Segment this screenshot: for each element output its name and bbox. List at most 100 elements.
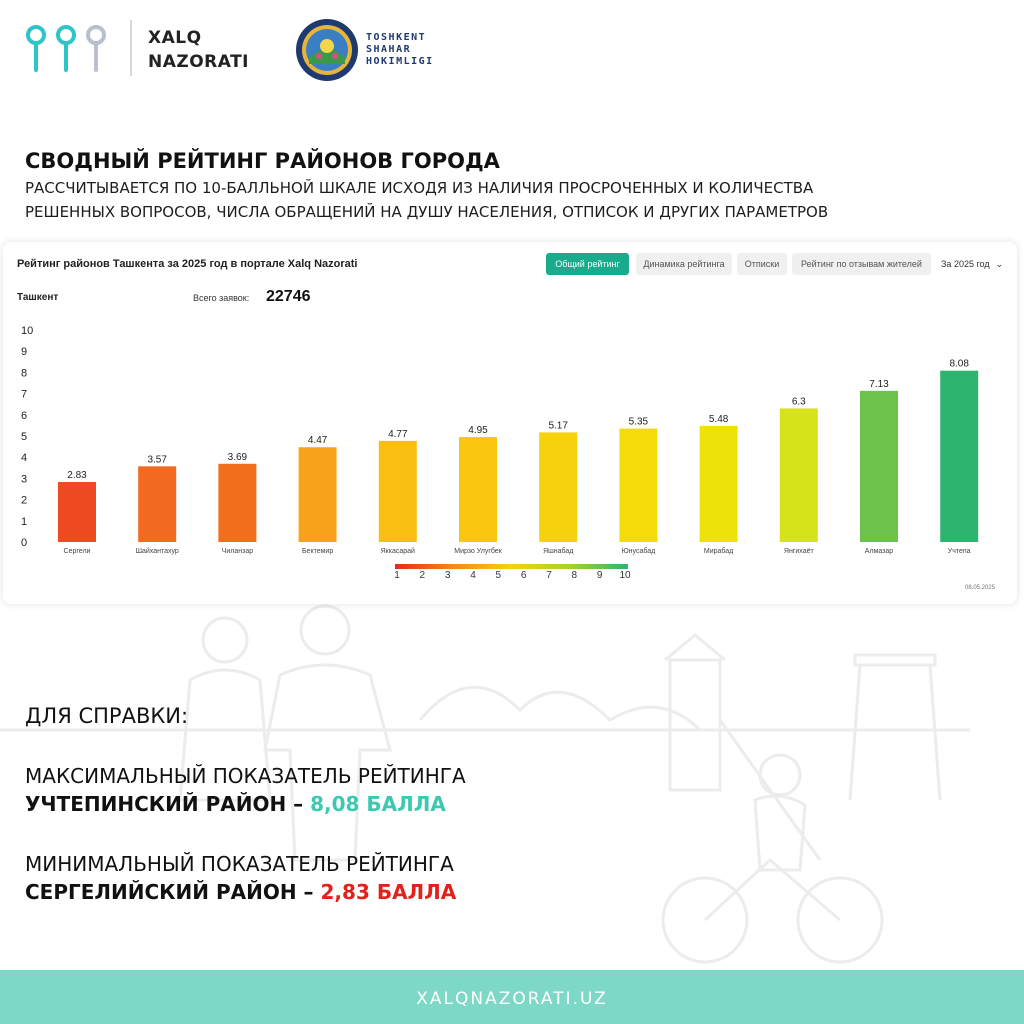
scale-legend-label: 7: [546, 570, 552, 581]
scale-legend-label: 3: [445, 570, 451, 581]
y-tick-label: 4: [21, 452, 27, 464]
brand-name: XALQ NAZORATI: [148, 26, 249, 74]
bars: [58, 370, 979, 542]
bar[interactable]: [699, 425, 738, 542]
page-subtitle: РАССЧИТЫВАЕТСЯ ПО 10-БАЛЛЬНОЙ ШКАЛЕ ИСХО…: [25, 176, 1005, 224]
x-tick-label: Учтепа: [948, 548, 971, 555]
bar-value-label: 5.17: [548, 420, 568, 431]
scale-legend-label: 5: [496, 570, 502, 581]
x-tick-label: Юнусабад: [622, 547, 656, 555]
y-tick-label: 6: [21, 410, 27, 422]
header: XALQ NAZORATI TOSHKENT SHAHAR HOKIMLIGI: [0, 0, 1024, 110]
tab-overall-rating[interactable]: Общий рейтинг: [546, 253, 629, 275]
bar-value-label: 7.13: [869, 379, 889, 390]
bar-value-label: 5.48: [709, 414, 729, 425]
bar-value-label: 8.08: [949, 359, 969, 370]
scale-legend-labels: 1 2 3 4 5 6 7 8 9 10: [394, 570, 631, 581]
bar-value-label: 4.77: [388, 429, 408, 440]
y-tick-label: 8: [21, 367, 27, 379]
y-tick-label: 1: [21, 516, 27, 528]
bar-value-label: 6.3: [792, 396, 806, 407]
footer-url[interactable]: XALQNAZORATI.UZ: [416, 989, 608, 1009]
bar[interactable]: [58, 482, 96, 542]
scale-legend-label: 2: [420, 570, 426, 581]
year-select-value: За 2025 год: [941, 259, 990, 269]
bar[interactable]: [779, 408, 818, 542]
y-tick-label: 7: [21, 389, 27, 401]
scale-legend-label: 9: [597, 570, 603, 581]
y-tick-label: 5: [21, 431, 27, 443]
x-tick-label: Алмазар: [865, 548, 893, 555]
scale-legend-label: 1: [394, 570, 400, 581]
x-tick-label: Яшнабад: [543, 547, 573, 555]
bar-value-label: 2.83: [67, 470, 87, 481]
year-select[interactable]: За 2025 год ⌄: [941, 253, 1003, 275]
card-title: Рейтинг районов Ташкента за 2025 год в п…: [17, 258, 358, 270]
chevron-down-icon: ⌄: [995, 259, 1004, 269]
tashkent-city-emblem-icon: [296, 19, 358, 81]
tab-resident-feedback-rating[interactable]: Рейтинг по отзывам жителей: [792, 253, 931, 275]
min-rating-label: МИНИМАЛЬНЫЙ ПОКАЗАТЕЛЬ РЕЙТИНГА: [25, 852, 454, 876]
min-dash: –: [296, 880, 321, 904]
bar[interactable]: [459, 437, 497, 542]
x-tick-label: Мирабад: [704, 547, 733, 555]
background-illustration: [0, 604, 970, 964]
headline: СВОДНЫЙ РЕЙТИНГ РАЙОНОВ ГОРОДА РАССЧИТЫВ…: [25, 148, 1005, 224]
subtitle-line-1: РАССЧИТЫВАЕТСЯ ПО 10-БАЛЛЬНОЙ ШКАЛЕ ИСХО…: [25, 179, 814, 197]
bar-value-label: 3.57: [147, 454, 167, 465]
reference-info: ДЛЯ СПРАВКИ: МАКСИМАЛЬНЫЙ ПОКАЗАТЕЛЬ РЕЙ…: [25, 702, 725, 906]
reference-heading: ДЛЯ СПРАВКИ:: [25, 704, 189, 728]
max-dash: –: [286, 792, 311, 816]
bar-value-label: 5.35: [629, 417, 649, 428]
y-tick-label: 10: [21, 325, 33, 337]
x-tick-label: Бектемир: [302, 548, 333, 555]
bar[interactable]: [138, 466, 177, 542]
max-district: УЧТЕПИНСКИЙ РАЙОН: [25, 792, 287, 816]
y-tick-label: 3: [21, 473, 27, 485]
bar[interactable]: [378, 440, 417, 542]
city-line-3: HOKIMLIGI: [366, 56, 434, 67]
max-rating-label: МАКСИМАЛЬНЫЙ ПОКАЗАТЕЛЬ РЕЙТИНГА: [25, 764, 466, 788]
y-tick-label: 0: [21, 537, 27, 549]
bar[interactable]: [539, 432, 578, 542]
tab-rating-dynamics[interactable]: Динамика рейтинга: [636, 253, 732, 275]
min-rating-line: СЕРГЕЛИЙСКИЙ РАЙОН – 2,83 БАЛЛА: [25, 878, 725, 906]
bar[interactable]: [298, 447, 337, 542]
total-requests-label: Всего заявок:: [193, 293, 250, 303]
bar[interactable]: [619, 428, 658, 542]
scale-legend-label: 4: [470, 570, 476, 581]
max-rating-block: МАКСИМАЛЬНЫЙ ПОКАЗАТЕЛЬ РЕЙТИНГА УЧТЕПИН…: [25, 762, 725, 818]
scale-legend-label: 6: [521, 570, 527, 581]
x-axis-labels: Сергели Шайхантахур Чиланзар Бектемир Яккаса…: [64, 547, 971, 555]
bar[interactable]: [860, 390, 898, 542]
tab-replies[interactable]: Отписки: [737, 253, 787, 275]
xalq-nazorati-logo-icon: [26, 25, 106, 72]
scale-legend-label: 8: [572, 570, 578, 581]
city-line-2: SHAHAR: [366, 44, 412, 55]
footer: XALQNAZORATI.UZ: [0, 970, 1024, 1024]
y-tick-label: 9: [21, 346, 27, 358]
city-line-1: TOSHKENT: [366, 32, 427, 43]
bar[interactable]: [218, 463, 257, 542]
bar[interactable]: [940, 370, 979, 542]
subtitle-line-2: РЕШЕННЫХ ВОПРОСОВ, ЧИСЛА ОБРАЩЕНИЙ НА ДУ…: [25, 203, 829, 221]
brand-line-1: XALQ: [148, 28, 202, 48]
max-value: 8,08 БАЛЛА: [310, 792, 446, 816]
rating-card: Рейтинг районов Ташкента за 2025 год в п…: [3, 242, 1017, 604]
bar-value-label: 4.95: [468, 425, 488, 436]
x-tick-label: Сергели: [64, 548, 91, 555]
region-name: Ташкент: [17, 292, 59, 303]
x-tick-label: Янгихаёт: [784, 548, 815, 555]
x-tick-label: Мирзо Улугбек: [454, 547, 502, 555]
value-labels: 2.83 3.57 3.69 4.47 4.77 4.95 5.17 5.35 5.48 6.3 7…: [67, 359, 969, 481]
x-tick-label: Шайхантахур: [136, 547, 179, 555]
bar-value-label: 3.69: [228, 452, 248, 463]
chart-date: 08.05.2025: [965, 585, 996, 591]
header-divider: [130, 20, 132, 76]
y-axis: 0 1 2 3 4 5 6 7 8 9 10: [21, 325, 33, 549]
bar-value-label: 4.47: [308, 435, 328, 446]
page-title: СВОДНЫЙ РЕЙТИНГ РАЙОНОВ ГОРОДА: [25, 149, 500, 173]
rating-bar-chart: 0 1 2 3 4 5 6 7 8 9 10 2.83 3.57 3.69 4.47 4.77 4.95 5.1…: [21, 325, 979, 581]
brand-line-2: NAZORATI: [148, 52, 250, 72]
scale-legend-gradient: [395, 564, 628, 569]
